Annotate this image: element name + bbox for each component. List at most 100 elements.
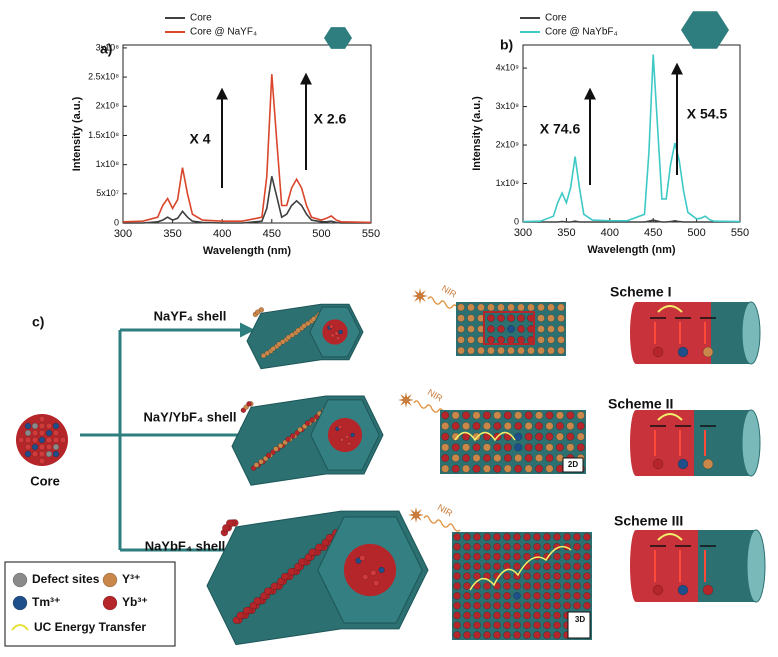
core-label: Core: [30, 473, 60, 488]
sphere: [533, 542, 541, 551]
sphere: [545, 464, 554, 473]
sphere: [583, 552, 591, 561]
sphere: [553, 552, 561, 561]
sphere: [453, 572, 461, 580]
nir-label: NIR: [440, 283, 459, 300]
sphere: [507, 303, 515, 312]
sphere: [493, 631, 501, 639]
sphere: [31, 450, 39, 458]
sphere: [24, 443, 32, 451]
sphere: [493, 582, 501, 590]
legend-label: Core: [545, 13, 567, 24]
sphere: [273, 446, 279, 452]
sphere: [467, 325, 475, 333]
sphere: [281, 572, 289, 581]
x-tick-label: 450: [263, 228, 281, 240]
y-tick-label: 3x10⁹: [496, 101, 520, 111]
sphere: [12, 595, 28, 611]
sphere: [287, 567, 296, 576]
sphere: [472, 421, 481, 431]
sphere: [453, 601, 461, 610]
sphere: [453, 592, 461, 600]
sphere: [373, 579, 380, 587]
sphere: [503, 464, 512, 473]
sphere: [566, 421, 575, 431]
y-tick-label: 0: [114, 217, 119, 227]
sphere: [24, 450, 32, 458]
sphere: [38, 436, 46, 444]
annotation: X 4: [189, 131, 210, 147]
sphere: [270, 345, 276, 352]
core-section: [327, 417, 363, 453]
sphere: [253, 597, 262, 605]
sphere: [513, 542, 521, 551]
sphere: [483, 601, 491, 610]
sphere: [543, 611, 551, 620]
sphere: [483, 611, 491, 620]
sphere: [533, 601, 541, 610]
sphere: [573, 542, 581, 551]
sphere: [702, 458, 714, 470]
sphere: [457, 335, 465, 344]
sphere: [45, 450, 53, 458]
sphere: [482, 421, 491, 431]
sphere: [545, 432, 554, 441]
y-tick-label: 2x10⁸: [96, 101, 120, 111]
sphere: [52, 443, 60, 451]
annotation: X 74.6: [540, 121, 581, 137]
sphere: [222, 524, 230, 532]
sphere: [503, 592, 511, 600]
sphere: [555, 421, 564, 431]
sphere: [487, 346, 495, 355]
y-tick-label: 0: [514, 216, 519, 226]
sphere: [503, 611, 511, 620]
sphere: [24, 422, 32, 430]
cylinder-end-cap: [741, 301, 761, 365]
sphere: [583, 601, 591, 610]
shell-label: NaYbF₄ shell: [145, 538, 226, 553]
sphere: [533, 572, 541, 580]
sphere: [483, 592, 491, 600]
nir-star: [408, 507, 424, 523]
sphere: [543, 601, 551, 610]
sphere: [493, 601, 501, 610]
sphere: [453, 542, 461, 551]
legend-label: Defect sites: [32, 572, 100, 586]
sphere: [473, 542, 481, 551]
sphere: [473, 562, 481, 571]
sphere: [334, 331, 339, 336]
sphere: [513, 621, 521, 630]
x-tick-label: 500: [312, 228, 330, 240]
sphere: [545, 411, 554, 420]
legend-label: Yb³⁺: [122, 595, 148, 609]
panel-label: c): [32, 314, 44, 330]
sphere: [350, 432, 355, 438]
sphere: [517, 303, 525, 312]
sphere: [463, 582, 471, 590]
sphere: [583, 592, 591, 600]
scheme-title: Scheme III: [614, 513, 683, 529]
cylinder-left-cap: [630, 410, 642, 476]
sphere: [226, 519, 234, 527]
sphere: [477, 346, 485, 355]
sphere: [513, 533, 521, 541]
sphere: [563, 592, 571, 600]
sphere: [477, 303, 485, 312]
sphere: [547, 346, 555, 355]
sphere: [523, 572, 531, 580]
sphere: [462, 443, 471, 452]
sphere: [473, 572, 481, 580]
x-tick-label: 550: [362, 228, 380, 240]
sphere: [513, 562, 521, 571]
sphere: [265, 452, 272, 459]
shell-label: NaYF₄ shell: [154, 308, 227, 323]
sphere: [483, 631, 491, 639]
plot-frame: [122, 44, 372, 224]
sphere: [493, 443, 502, 452]
cylinder-end-cap: [746, 529, 766, 603]
sphere: [294, 563, 302, 571]
sphere: [483, 542, 491, 551]
nir-star: [412, 288, 428, 304]
sphere: [503, 621, 511, 630]
sphere: [277, 577, 285, 586]
